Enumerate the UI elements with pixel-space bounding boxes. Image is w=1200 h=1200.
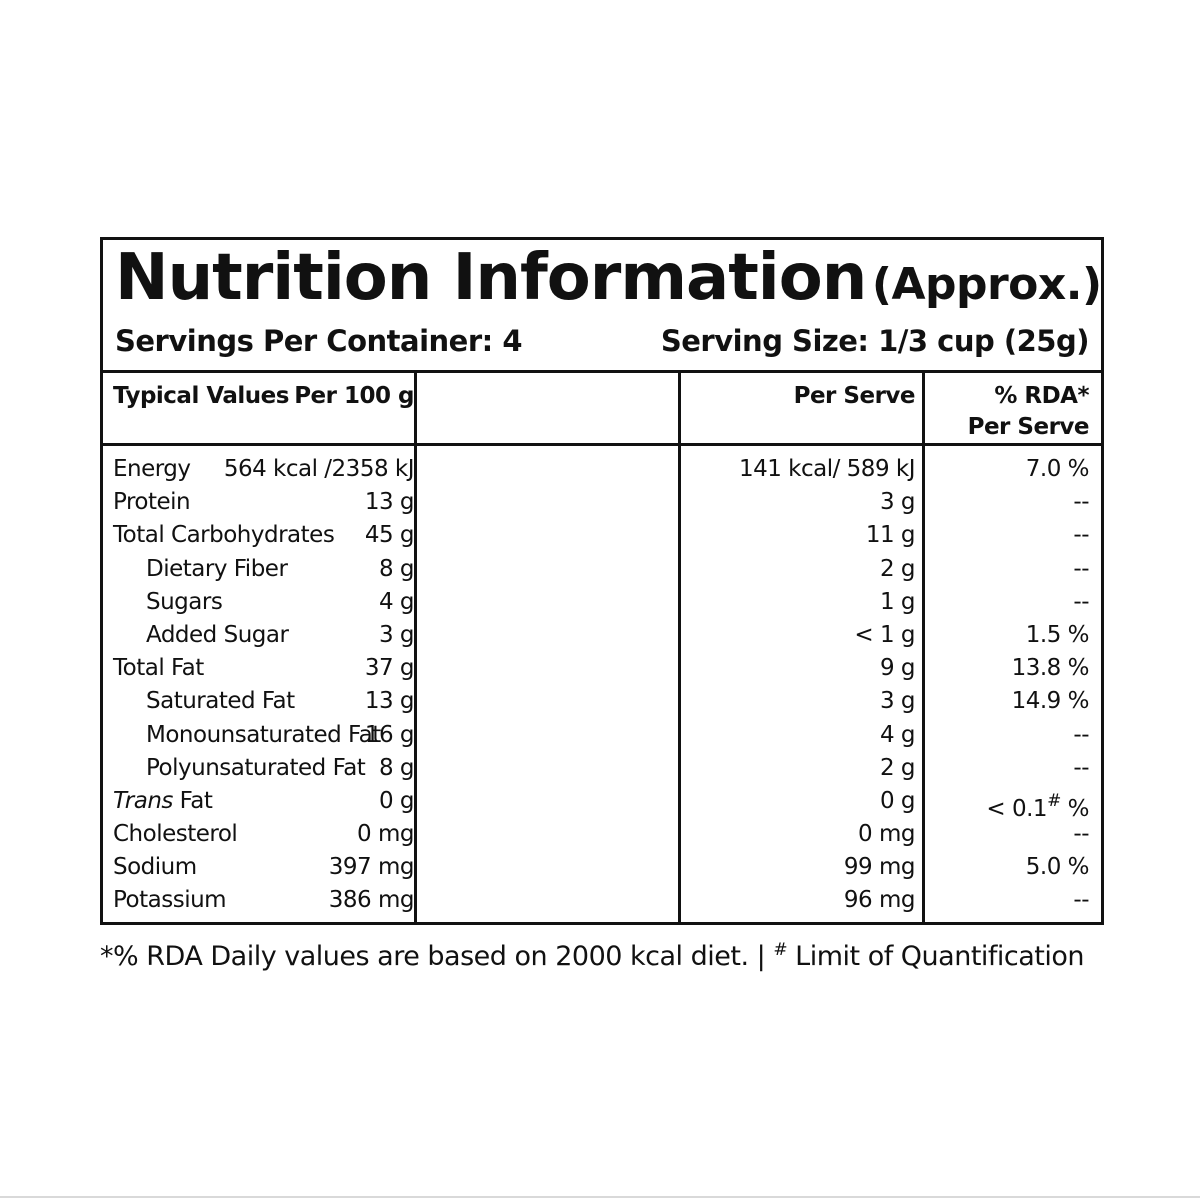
- per-serve-value: 11 g: [865, 522, 916, 549]
- per-serve-value: 141 kcal/ 589 kJ: [738, 456, 916, 482]
- per-serve-value: 4 g: [879, 721, 916, 748]
- rda-value: --: [1073, 721, 1089, 748]
- rda-value: --: [1073, 522, 1089, 549]
- column-divider: [678, 370, 681, 925]
- per-serve-value: 99 mg: [843, 854, 916, 881]
- column-header-per-serve: Per Serve: [793, 383, 916, 409]
- rda-value: 1.5 %: [1025, 621, 1090, 648]
- per-100g-value: 397 mg: [328, 854, 415, 881]
- table-row: Total Carbohydrates 45 g 11 g --: [103, 519, 1101, 552]
- nutrient-name: Added Sugar: [146, 621, 289, 648]
- table-row: Sugars 4 g 1 g --: [103, 586, 1101, 619]
- table-row: Potassium 386 mg 96 mg --: [103, 884, 1101, 917]
- column-header-rule: [103, 443, 1101, 446]
- rda-value: --: [1073, 588, 1089, 615]
- fat-label: Fat: [172, 787, 213, 814]
- rda-value: --: [1073, 887, 1089, 914]
- rda-header-line1: % RDA*: [994, 383, 1089, 409]
- nutrient-name: Polyunsaturated Fat: [146, 754, 366, 781]
- table-row: Cholesterol 0 mg 0 mg --: [103, 818, 1101, 851]
- rda-value: 7.0 %: [1025, 456, 1090, 482]
- loq-mark: #: [1047, 790, 1061, 811]
- per-100g-value: 4 g: [378, 588, 415, 615]
- per-100g-value: 8 g: [378, 555, 415, 582]
- loq-footnote: Limit of Quantification: [787, 941, 1085, 972]
- rda-value: 5.0 %: [1025, 854, 1090, 881]
- nutrient-name: Trans Fat: [113, 785, 213, 818]
- table-row: Saturated Fat 13 g 3 g 14.9 %: [103, 685, 1101, 718]
- nutrient-name: Total Carbohydrates: [113, 522, 335, 549]
- loq-mark: #: [773, 940, 788, 960]
- per-serve-value: 3 g: [879, 688, 916, 715]
- nutrient-name: Total Fat: [113, 655, 204, 682]
- label-title: Nutrition Information (Approx.): [115, 246, 1102, 310]
- per-serve-value: 1 g: [879, 588, 916, 615]
- column-header-rda: % RDA* Per Serve: [967, 381, 1090, 443]
- per-serve-value: < 1 g: [854, 621, 915, 648]
- table-row: Energy 564 kcal /2358 kJ 141 kcal/ 589 k…: [103, 453, 1101, 486]
- table-row: Added Sugar 3 g < 1 g 1.5 %: [103, 619, 1101, 652]
- per-100g-value: 3 g: [378, 621, 415, 648]
- per-serve-value: 2 g: [879, 754, 916, 781]
- per-serve-value: 96 mg: [843, 887, 916, 914]
- per-serve-value: 3 g: [879, 489, 916, 516]
- nutrient-name: Energy: [113, 456, 191, 482]
- table-row: Monounsaturated Fat 16 g 4 g --: [103, 719, 1101, 752]
- table-row: Sodium 397 mg 99 mg 5.0 %: [103, 851, 1101, 884]
- rda-value: 13.8 %: [1011, 655, 1090, 682]
- table-row: Polyunsaturated Fat 8 g 2 g --: [103, 752, 1101, 785]
- per-serve-value: 0 mg: [858, 821, 915, 848]
- per-100g-value: 37 g: [364, 655, 415, 682]
- per-100g-value: 45 g: [364, 522, 415, 549]
- nutrient-name: Protein: [113, 489, 191, 516]
- trans-label: Trans: [113, 787, 173, 814]
- per-100g-value: 386 mg: [328, 887, 415, 914]
- rda-value: 14.9 %: [1011, 688, 1090, 715]
- servings-per-container: Servings Per Container: 4: [115, 324, 523, 358]
- per-serve-value: 0 g: [879, 787, 916, 814]
- footnote: *% RDA Daily values are based on 2000 kc…: [100, 930, 1104, 977]
- per-serve-value: 2 g: [879, 555, 916, 582]
- nutrient-name: Cholesterol: [113, 821, 238, 848]
- table-row: Protein 13 g 3 g --: [103, 486, 1101, 519]
- nutrient-name: Potassium: [113, 887, 227, 914]
- column-divider: [414, 370, 417, 925]
- per-100g-value: 8 g: [378, 754, 415, 781]
- column-header-per-100g: Per 100 g: [294, 383, 414, 409]
- per-100g-value: 0 g: [378, 787, 415, 814]
- per-100g-value: 564 kcal /2358 kJ: [223, 456, 415, 482]
- column-divider: [922, 370, 925, 925]
- rda-header-line2: Per Serve: [967, 414, 1090, 440]
- table-row: Trans Fat 0 g 0 g < 0.1# %: [103, 785, 1101, 822]
- per-100g-value: 13 g: [364, 688, 415, 715]
- rda-footnote: *% RDA Daily values are based on 2000 kc…: [100, 941, 749, 972]
- nutrient-name: Monounsaturated Fat: [146, 721, 381, 748]
- table-row: Total Fat 37 g 9 g 13.8 %: [103, 652, 1101, 685]
- label-header: Nutrition Information (Approx.) Servings…: [103, 240, 1102, 373]
- footnote-separator: |: [756, 941, 766, 972]
- rda-value: --: [1073, 754, 1089, 781]
- rda-number: < 0.1: [986, 795, 1048, 822]
- rda-unit: %: [1060, 795, 1090, 822]
- title-suffix: (Approx.): [871, 259, 1102, 310]
- title-main: Nutrition Information: [115, 241, 867, 315]
- rda-value: --: [1073, 555, 1089, 582]
- per-100g-value: 13 g: [364, 489, 415, 516]
- rda-value: --: [1073, 821, 1089, 848]
- per-100g-value: 16 g: [364, 721, 415, 748]
- nutrient-name: Sugars: [146, 588, 223, 615]
- table-row: Dietary Fiber 8 g 2 g --: [103, 553, 1101, 586]
- serving-size: Serving Size: 1/3 cup (25g): [660, 324, 1090, 358]
- rda-value: --: [1073, 489, 1089, 516]
- nutrition-label: Nutrition Information (Approx.) Servings…: [100, 237, 1104, 925]
- bottom-divider: [0, 1196, 1200, 1198]
- nutrient-name: Dietary Fiber: [146, 555, 288, 582]
- per-100g-value: 0 mg: [357, 821, 414, 848]
- nutrient-name: Saturated Fat: [146, 688, 295, 715]
- column-header-typical-values: Typical Values: [113, 383, 289, 409]
- per-serve-value: 9 g: [879, 655, 916, 682]
- nutrient-rows: Energy 564 kcal /2358 kJ 141 kcal/ 589 k…: [103, 453, 1101, 918]
- nutrient-name: Sodium: [113, 854, 197, 881]
- rda-value: < 0.1# %: [986, 785, 1089, 826]
